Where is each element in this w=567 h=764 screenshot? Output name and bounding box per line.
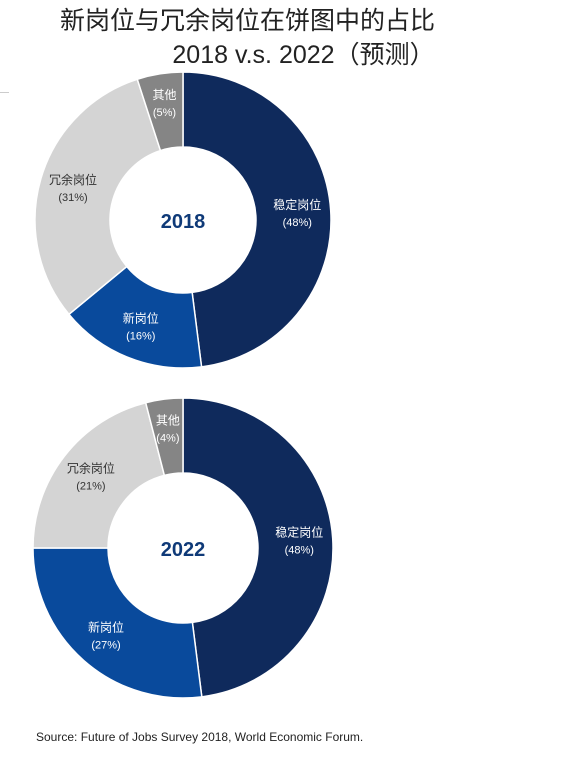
slice-value-stable-2022: (48%): [285, 545, 314, 557]
slice-redundant-2018: [34, 78, 162, 316]
center-label-2022: 2022: [161, 539, 206, 561]
slice-label-redundant-2018: 冗余岗位: [49, 172, 97, 187]
slice-value-new-2018: (16%): [126, 331, 155, 343]
slice-label-new-2018: 新岗位: [123, 311, 159, 326]
center-label-2018: 2018: [161, 211, 206, 233]
edge-mark: [0, 92, 9, 93]
slice-value-stable-2018: (48%): [283, 217, 312, 229]
slice-label-other-2018: 其他: [152, 88, 176, 102]
slice-other-2022: [144, 397, 184, 477]
chart-title-line2: 2018 v.s. 2022（预测）: [172, 41, 435, 69]
slice-value-redundant-2022: (21%): [76, 481, 105, 493]
slice-other-2018: [136, 71, 184, 152]
slice-redundant-2022: [32, 401, 166, 549]
donut-chart-2018: 稳定岗位 (48%) 新岗位 (16%) 冗余岗位 (31%) 其他 (5%) 2018: [34, 71, 332, 369]
source-note: Source: Future of Jobs Survey 2018, Worl…: [36, 730, 364, 744]
slice-label-redundant-2022: 冗余岗位: [67, 461, 115, 476]
slice-label-new-2022: 新岗位: [88, 619, 124, 634]
slice-value-redundant-2018: (31%): [58, 192, 87, 204]
slice-value-other-2022: (4%): [156, 433, 179, 445]
donut-chart-2022: 稳定岗位 (48%) 新岗位 (27%) 冗余岗位 (21%) 其他 (4%) 2022: [32, 397, 334, 699]
slice-stable-2018: [182, 71, 332, 368]
slice-value-other-2018: (5%): [153, 107, 176, 119]
chart-title-line1: 新岗位与冗余岗位在饼图中的占比: [59, 7, 435, 35]
slice-label-stable-2018: 稳定岗位: [273, 197, 321, 212]
slice-new-2022: [32, 547, 203, 699]
slice-label-stable-2022: 稳定岗位: [275, 525, 323, 540]
slice-value-new-2022: (27%): [91, 639, 120, 651]
slice-label-other-2022: 其他: [156, 414, 180, 428]
slice-stable-2022: [182, 397, 334, 698]
